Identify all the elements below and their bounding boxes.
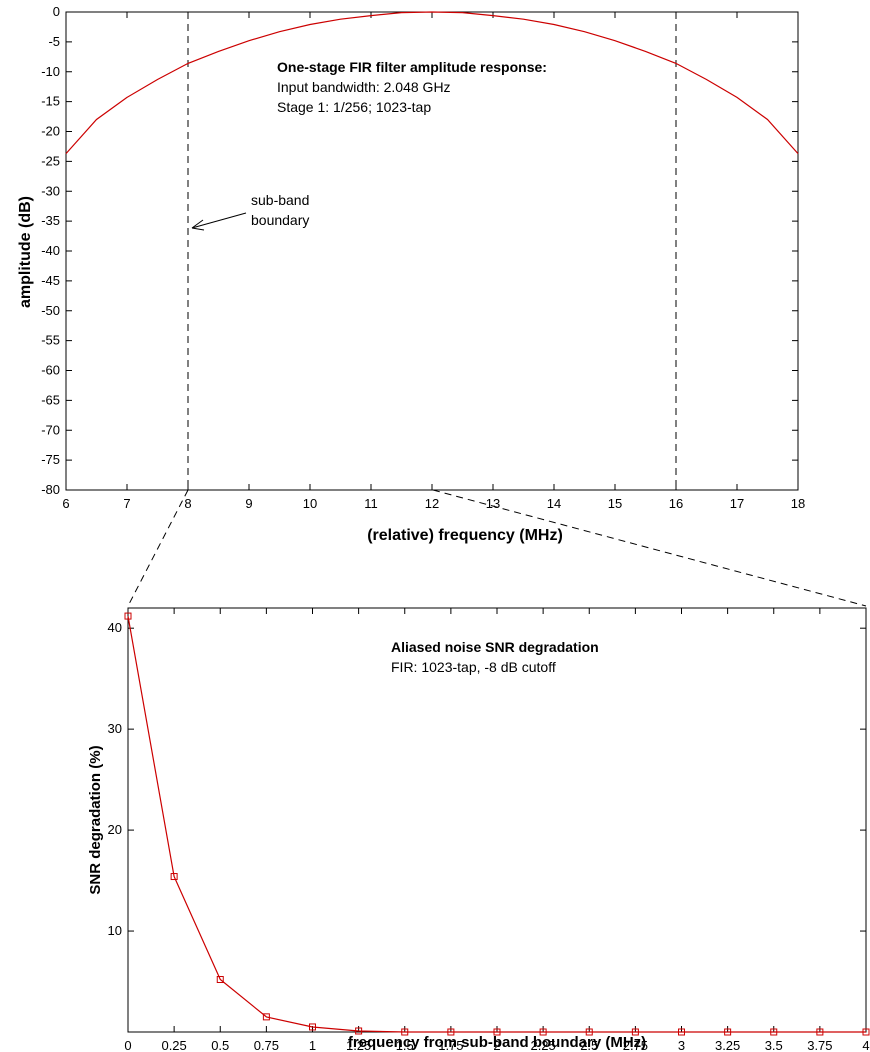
y-tick-label: 40 xyxy=(108,620,122,635)
x-tick-label: 12 xyxy=(425,496,439,511)
subband-arrow xyxy=(191,212,247,229)
data-point-marker xyxy=(724,1028,732,1036)
subband-arrow-label-2: boundary xyxy=(251,212,309,228)
data-point-marker xyxy=(493,1028,501,1036)
data-point-marker xyxy=(447,1028,455,1036)
y-tick-label: -15 xyxy=(41,94,60,109)
y-tick-label: 20 xyxy=(108,822,122,837)
annotation-line-1: Input bandwidth: 2.048 GHz xyxy=(277,79,451,95)
annotation-title: Aliased noise SNR degradation xyxy=(391,639,599,655)
x-tick-label: 9 xyxy=(245,496,252,511)
y-tick-label: -5 xyxy=(48,34,60,49)
data-point-marker xyxy=(216,976,224,984)
y-axis-label: SNR degradation (%) xyxy=(87,745,104,894)
x-axis-label: frequency from sub-band boundary (MHz) xyxy=(348,1034,646,1051)
x-tick-label: 11 xyxy=(364,496,378,511)
x-tick-label: 2.5 xyxy=(580,1038,598,1052)
y-tick-label: -60 xyxy=(41,363,60,378)
y-tick-label: 30 xyxy=(108,721,122,736)
x-tick-label: 3.5 xyxy=(765,1038,783,1052)
annotation-line-1: FIR: 1023-tap, -8 dB cutoff xyxy=(391,659,556,675)
x-tick-label: 7 xyxy=(123,496,130,511)
x-tick-label: 3.25 xyxy=(715,1038,740,1052)
y-tick-label: -30 xyxy=(41,183,60,198)
x-tick-label: 18 xyxy=(791,496,805,511)
x-axis-label: (relative) frequency (MHz) xyxy=(367,527,563,544)
y-tick-label: 0 xyxy=(53,4,60,19)
zoom-connector-left xyxy=(127,489,189,607)
x-tick-label: 1 xyxy=(309,1038,316,1052)
x-tick-label: 0.5 xyxy=(211,1038,229,1052)
data-point-marker xyxy=(401,1028,409,1036)
annotation-line-2: Stage 1: 1/256; 1023-tap xyxy=(277,99,431,115)
y-tick-label: -80 xyxy=(41,482,60,497)
y-tick-label: -45 xyxy=(41,273,60,288)
x-tick-label: 0.75 xyxy=(254,1038,279,1052)
data-point-marker xyxy=(539,1028,547,1036)
y-tick-label: -20 xyxy=(41,124,60,139)
data-point-marker xyxy=(862,1028,870,1036)
axis-ticks: 6 7 8 9 10 11 12 13 14 15 16 17 18 0 -5 -10 -15 -20 -25 -30… xyxy=(41,4,805,511)
y-tick-label: 10 xyxy=(108,923,122,938)
data-point-marker xyxy=(262,1013,270,1021)
data-point-marker xyxy=(678,1028,685,1036)
y-tick-label: -70 xyxy=(41,422,60,437)
amplitude-response-chart: 6 7 8 9 10 11 12 13 14 15 16 17 18 0 -5 -10 -15 -20 -25 -30… xyxy=(17,4,805,544)
y-tick-label: -50 xyxy=(41,303,60,318)
data-point-marker xyxy=(816,1028,824,1036)
x-tick-label: 1.75 xyxy=(438,1038,463,1052)
x-tick-label: 2 xyxy=(493,1038,500,1052)
y-tick-label: -35 xyxy=(41,213,60,228)
x-tick-label: 3 xyxy=(678,1038,685,1052)
y-tick-label: -25 xyxy=(41,153,60,168)
x-tick-label: 2.25 xyxy=(530,1038,555,1052)
data-point-marker xyxy=(770,1028,778,1036)
y-axis-label: amplitude (dB) xyxy=(17,196,34,308)
x-tick-label: 10 xyxy=(303,496,317,511)
zoom-connector-right xyxy=(432,489,867,607)
y-tick-label: -75 xyxy=(41,452,60,467)
y-tick-label: -65 xyxy=(41,392,60,407)
data-point-marker xyxy=(124,612,132,620)
snr-degradation-chart: 0 0.25 0.5 0.75 1 1.25 1.5 1.75 2 2.25 2.5 2.75 3 3.2… xyxy=(87,607,870,1052)
x-tick-label: 14 xyxy=(547,496,561,511)
x-tick-label: 6 xyxy=(62,496,69,511)
x-tick-label: 2.75 xyxy=(623,1038,648,1052)
amplitude-series-line xyxy=(65,11,799,155)
subband-arrow-head xyxy=(191,219,205,231)
x-tick-label: 17 xyxy=(730,496,744,511)
snr-series-markers xyxy=(124,612,870,1036)
data-point-marker xyxy=(355,1027,363,1035)
y-tick-label: -40 xyxy=(41,243,60,258)
data-point-marker xyxy=(631,1028,639,1036)
x-tick-label: 8 xyxy=(184,496,191,511)
x-tick-label: 0 xyxy=(124,1038,131,1052)
axis-ticks: 0 0.25 0.5 0.75 1 1.25 1.5 1.75 2 2.25 2.5 2.75 3 3.2… xyxy=(108,608,870,1052)
x-tick-label: 15 xyxy=(608,496,622,511)
x-tick-label: 3.75 xyxy=(807,1038,832,1052)
x-tick-label: 4 xyxy=(862,1038,869,1052)
data-point-marker xyxy=(309,1023,316,1031)
snr-series-line xyxy=(127,615,866,1033)
x-tick-label: 1.25 xyxy=(346,1038,371,1052)
data-point-marker xyxy=(585,1028,593,1036)
subband-boundary-lines xyxy=(187,12,677,490)
x-tick-label: 1.5 xyxy=(396,1038,414,1052)
data-point-marker xyxy=(170,873,178,881)
subband-arrow-label-1: sub-band xyxy=(251,192,309,208)
annotation-title: One-stage FIR filter amplitude response: xyxy=(277,59,547,75)
y-tick-label: -55 xyxy=(41,333,60,348)
x-tick-label: 16 xyxy=(669,496,683,511)
x-tick-label: 13 xyxy=(486,496,500,511)
x-tick-label: 0.25 xyxy=(161,1038,186,1052)
y-tick-label: -10 xyxy=(41,64,60,79)
